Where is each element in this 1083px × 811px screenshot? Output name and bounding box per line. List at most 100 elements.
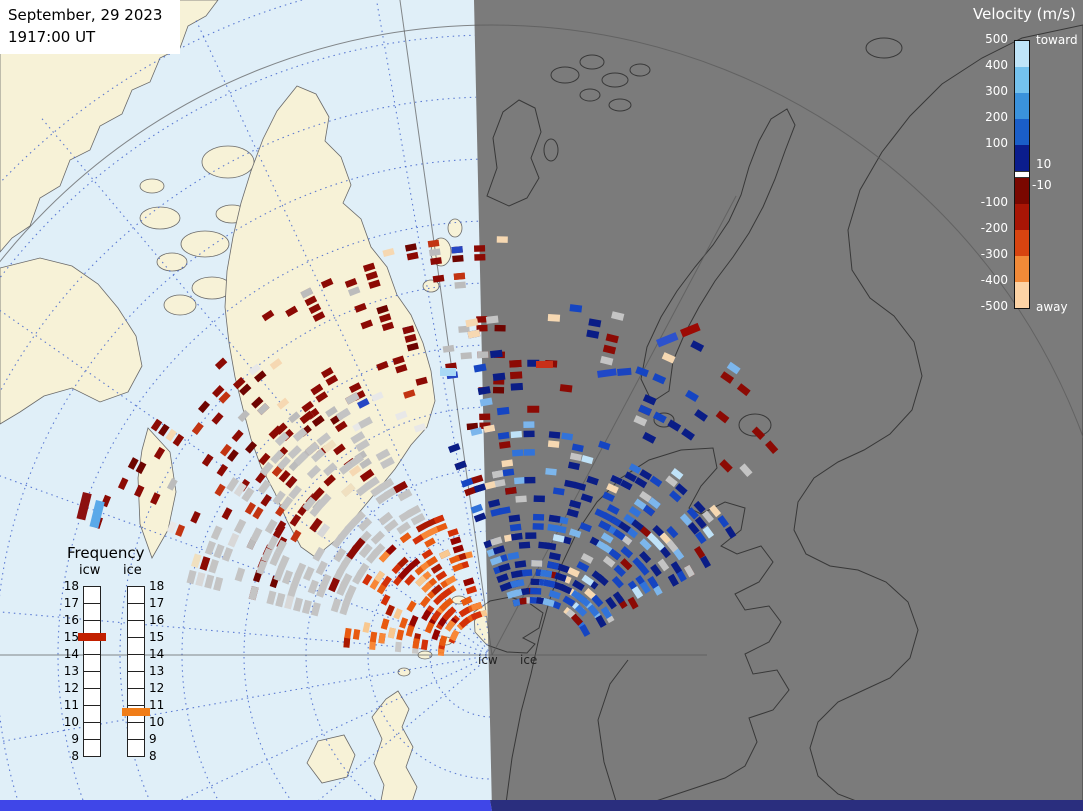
scatter-cell [650,564,662,577]
scatter-cell [530,578,542,586]
canada-coast [0,0,219,253]
scatter-cell [690,340,705,352]
meridian-line [0,415,492,656]
scatter-cell [419,595,431,608]
scatter-cell [186,569,197,585]
scatter-cell [276,397,290,410]
scatter-cell [579,624,591,637]
scatter-cell [392,355,405,365]
scatter-cell [430,610,442,622]
scatter-cell [574,604,588,617]
scatter-cell [598,520,611,532]
scatter-cell [467,329,481,339]
scatter-cell [415,376,428,386]
scatter-cell [406,504,422,518]
scatter-cell [739,463,753,477]
scatter-cell [419,529,432,541]
scatter-cell [463,577,475,587]
scatter-cell [424,621,435,634]
scatter-cell [290,573,302,588]
scatter-cell [231,429,244,443]
scatter-cell [378,632,386,644]
scatter-cell [358,517,373,532]
scatter-cell [351,537,366,553]
scatter-cell [479,413,491,421]
franz-josef-island [608,98,632,112]
scatter-cell [301,400,315,413]
scatter-cell [639,490,652,503]
kolguev-island [738,413,772,437]
scatter-cell [666,525,679,539]
scatter-cell [452,544,464,554]
scatter-cell [89,499,105,529]
scatter-cell [628,506,642,518]
scatter-cell [602,344,617,355]
scatter-cell [275,592,286,608]
scatter-cell [496,406,510,416]
scatter-cell [381,321,395,332]
scatter-cell [454,460,467,471]
scatter-cell [611,575,624,589]
scatter-cell [278,470,291,483]
scatter-cell [661,352,676,364]
scatter-cell [618,521,631,533]
scatter-cell [261,309,275,322]
scatter-cell [510,532,523,541]
scatter-cell [166,478,178,491]
scatter-cell [264,519,278,534]
scatter-cell [587,604,600,617]
scatter-cell [435,570,448,582]
scatter-cell [226,477,240,492]
scatter-cell [514,477,526,485]
scatter-cell [477,386,491,396]
scatter-cell [338,461,354,475]
scatter-cell [557,563,570,574]
scatter-cell [659,532,672,545]
scatter-cell [492,545,506,555]
franz-josef-island [550,66,580,84]
scatter-cell [241,487,255,502]
fov-edge-line [491,195,737,656]
scatter-cell [693,500,706,514]
scatter-cell [233,377,246,390]
scatter-cell [700,555,712,569]
scatter-cell [488,498,501,508]
scatter-cell [259,461,274,477]
scatter-cell [491,469,504,479]
scatter-cell [642,504,656,517]
scatter-cell [430,563,443,574]
scatter-cell [602,555,616,568]
scatter-cell [438,549,451,560]
scatter-cell [564,479,577,489]
scatter-cell [294,562,307,578]
scatter-cell [510,382,524,391]
scatter-cell [428,248,441,257]
scatter-cell [514,560,527,569]
scatter-cell [201,453,214,467]
great-britain [371,690,418,811]
scatter-cell [494,324,506,332]
scatter-cell [308,303,322,315]
scatter-cell [426,556,438,567]
scatter-cell [656,332,679,348]
franz-josef-island [579,88,601,102]
scatter-cell [569,452,582,462]
scatter-cell [531,560,543,567]
scatter-cell [579,522,592,533]
scatter-cell [233,518,247,534]
scatter-cell [320,367,334,379]
scatter-cell [158,423,170,437]
scatter-cell [421,609,432,622]
scatter-cell [594,508,608,519]
scatter-cell [440,587,453,599]
meridian-line [0,253,492,656]
scatter-cell [460,352,473,360]
scatter-cell [288,485,302,500]
scatter-cell [548,589,561,600]
scatter-cell [289,513,302,527]
scatter-cell [598,440,611,451]
scatter-cell [725,526,737,539]
scatter-cell [470,602,483,611]
scatter-cell [485,315,499,324]
scatter-cell [507,551,520,561]
